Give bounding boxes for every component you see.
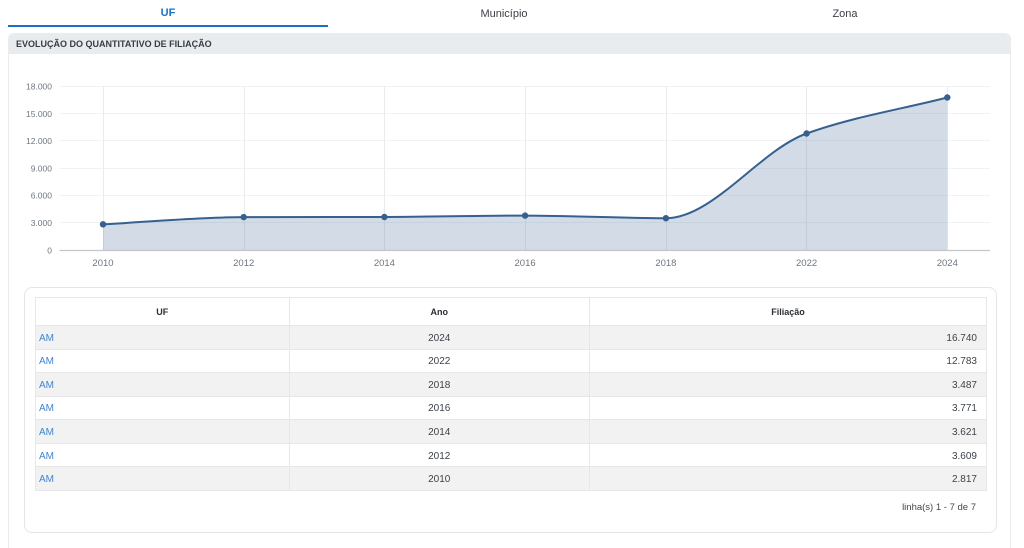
svg-text:2022: 2022 (796, 258, 817, 269)
svg-text:2010: 2010 (92, 258, 113, 269)
svg-text:9.000: 9.000 (31, 163, 53, 173)
svg-text:18.000: 18.000 (26, 82, 52, 92)
svg-text:3.000: 3.000 (31, 218, 53, 228)
svg-text:2024: 2024 (937, 258, 958, 269)
svg-text:2012: 2012 (233, 258, 254, 269)
svg-text:12.000: 12.000 (26, 136, 52, 146)
svg-text:2016: 2016 (515, 258, 536, 269)
svg-text:0: 0 (47, 245, 52, 255)
svg-text:6.000: 6.000 (31, 191, 53, 201)
svg-text:2014: 2014 (374, 258, 395, 269)
svg-text:2018: 2018 (655, 258, 676, 269)
svg-text:15.000: 15.000 (26, 109, 52, 119)
